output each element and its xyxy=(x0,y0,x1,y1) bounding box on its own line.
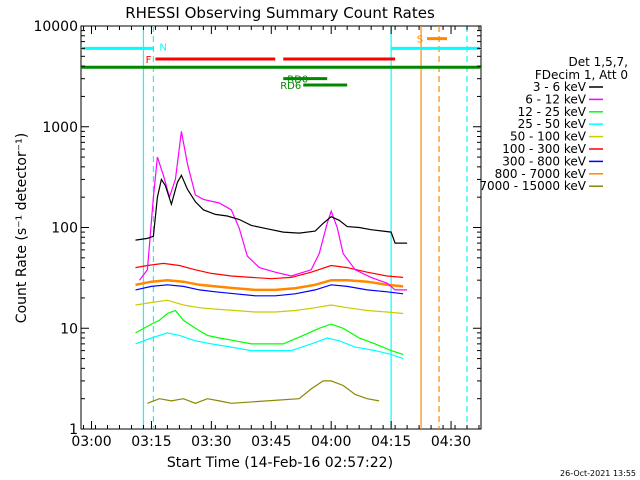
state-bar-label-5: S xyxy=(417,35,423,46)
y-axis-ticks: 1 10 100 1000 10000 xyxy=(33,19,481,438)
state-bar-label-4: RD6 xyxy=(280,81,301,92)
series-line-7 xyxy=(135,278,404,292)
legend-label-7: 800 - 7000 keV xyxy=(495,167,587,181)
x-tick-label-6: 04:30 xyxy=(431,434,471,450)
x-tick-label-5: 04:15 xyxy=(371,434,411,450)
x-tick-label-3: 03:45 xyxy=(251,434,291,450)
legend-label-1: 6 - 12 keV xyxy=(525,92,587,106)
legend-header-1: Det 1,5,7, xyxy=(569,55,629,69)
series-line-4 xyxy=(135,299,404,315)
state-bar-label-0: N xyxy=(159,42,166,53)
series-line-2 xyxy=(135,309,404,355)
legend-label-0: 3 - 6 keV xyxy=(533,80,587,94)
state-bar-label-3: RD0 xyxy=(287,75,308,86)
x-tick-label-0: 03:00 xyxy=(71,434,111,450)
series-line-8 xyxy=(147,380,380,404)
x-tick-label-1: 03:15 xyxy=(131,434,171,450)
series-line-0 xyxy=(135,173,408,244)
y-tick-label-0: 1 xyxy=(69,422,78,438)
legend-label-8: 7000 - 15000 keV xyxy=(479,179,586,193)
state-bar-label-1: F xyxy=(146,55,152,66)
x-tick-label-4: 04:00 xyxy=(311,434,351,450)
vertical-markers xyxy=(142,26,468,429)
legend-label-6: 300 - 800 keV xyxy=(502,154,586,168)
x-axis-ticks: 03:00 03:15 03:30 03:45 04:00 04:15 04:30 xyxy=(71,26,480,450)
y-axis-label: Count Rate (s⁻¹ detector⁻¹) xyxy=(14,133,30,323)
x-axis-label: Start Time (14-Feb-16 02:57:22) xyxy=(167,455,393,471)
footer-date: 26-Oct-2021 13:55 xyxy=(560,469,636,478)
series-line-1 xyxy=(139,131,408,291)
series-line-6 xyxy=(135,284,404,297)
y-tick-label-2: 100 xyxy=(51,221,78,237)
legend-header-2: FDecim 1, Att 0 xyxy=(535,68,628,82)
chart-title: RHESSI Observing Summary Count Rates xyxy=(125,4,435,22)
y-tick-label-1: 10 xyxy=(60,321,78,337)
series-line-5 xyxy=(135,262,404,280)
series-line-3 xyxy=(135,332,404,360)
y-tick-label-4: 10000 xyxy=(33,19,78,35)
y-tick-label-3: 1000 xyxy=(42,120,78,136)
legend-label-5: 100 - 300 keV xyxy=(502,142,586,156)
x-tick-label-2: 03:30 xyxy=(191,434,231,450)
legend-label-4: 50 - 100 keV xyxy=(510,130,587,144)
series-lines xyxy=(135,131,408,404)
legend-label-2: 12 - 25 keV xyxy=(518,105,587,119)
legend-label-3: 25 - 50 keV xyxy=(518,117,587,131)
